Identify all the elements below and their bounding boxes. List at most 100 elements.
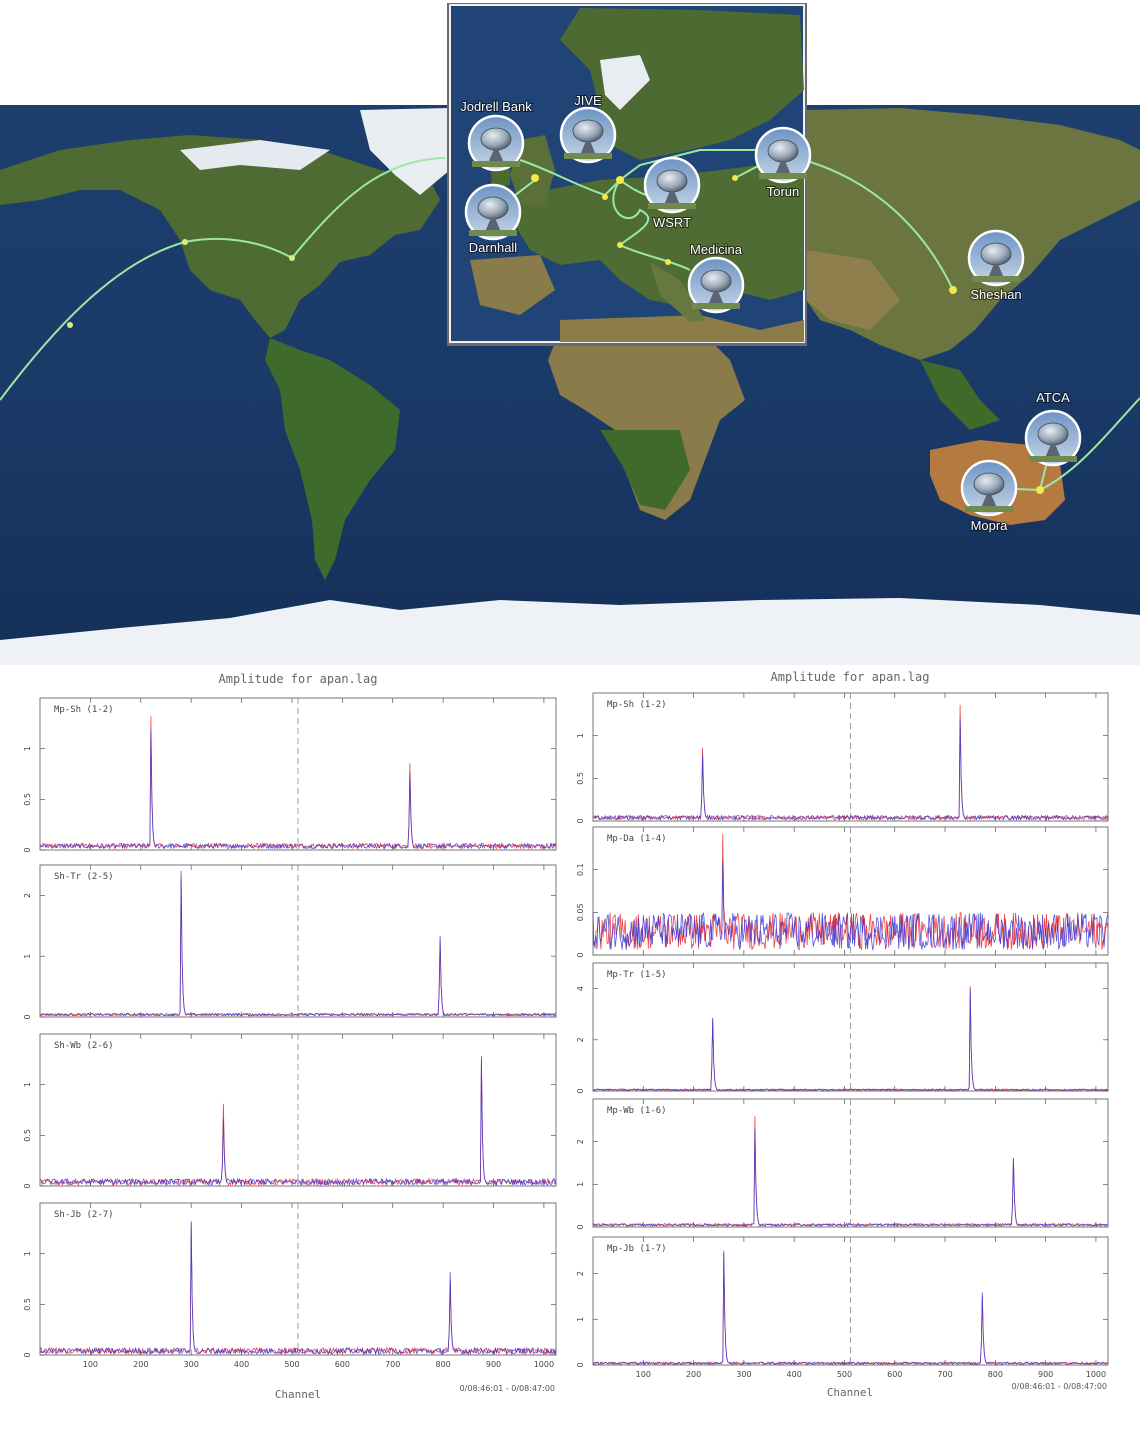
series-blue [592,988,1109,1092]
continent-north-america [0,135,440,338]
left-channel-label: Channel [275,1388,321,1401]
right-time-range: 0/08:46:01 - 0/08:47:00 [1012,1382,1107,1391]
y-tick-label: 1 [576,1317,585,1322]
station-markers: Jodrell Bank JIVE Darnhall WSRT Torun Medicin… [459,92,1082,534]
y-tick-label: 0 [576,1224,585,1229]
y-tick-label: 2 [576,1139,585,1144]
continent-greenland [360,108,450,195]
x-tick-label: 400 [234,1360,249,1369]
y-tick-label: 0.5 [576,772,585,785]
y-tick-label: 1 [23,1251,32,1256]
continent-south-america [265,338,400,580]
x-tick-label: 300 [736,1370,751,1379]
fringe-plots: Amplitude for apan.lag Amplitude for apa… [23,670,1109,1401]
baseline-label: Sh-Jb (2-7) [54,1210,114,1220]
right-panel-title: Amplitude for apan.lag [771,670,930,684]
x-tick-label: 800 [988,1370,1003,1379]
italy [650,262,705,322]
x-tick-label: 200 [133,1360,148,1369]
y-tick-label: 2 [576,1271,585,1276]
x-tick-label: 300 [184,1360,199,1369]
station-atca: ATCA [1024,389,1082,467]
plot-left-sh-tr-2-5: 0 1 2 Sh-Tr (2-5) [23,864,557,1020]
y-tick-label: 1 [23,1082,32,1087]
y-tick-label: 0.1 [576,863,585,876]
baseline-label: Mp-Jb (1-7) [607,1244,667,1254]
plot-right-mp-jb-1-7: 0 1 2 Mp-Jb (1-7) 100 200 300 400 500 600 700 800 90… [576,1236,1109,1379]
europe-inset [447,3,807,346]
x-tick-label: 100 [83,1360,98,1369]
y-tick-label: 0.5 [23,1129,32,1142]
station-wsrt: WSRT [643,156,701,231]
plot-right-mp-da-1-4: 0 0.05 0.1 Mp-Da (1-4) [576,826,1109,958]
y-tick-label: 0 [23,1014,32,1019]
x-tick-label: 100 [636,1370,651,1379]
series-blue [592,1250,1109,1366]
scandinavia-snow [600,55,650,110]
series-blue [39,1221,557,1356]
baseline-label: Mp-Sh (1-2) [54,705,114,715]
y-tick-label: 0 [576,1362,585,1367]
baseline-label: Mp-Sh (1-2) [607,700,667,710]
baseline-label: Sh-Tr (2-5) [54,872,114,882]
x-tick-label: 900 [486,1360,501,1369]
station-darnhall: Darnhall [464,183,522,256]
plot-right-mp-sh-1-2: 0 0.5 1 Mp-Sh (1-2) [576,692,1109,824]
station-mopra: Mopra [960,459,1018,534]
left-time-range: 0/08:46:01 - 0/08:47:00 [460,1384,555,1393]
y-tick-label: 0.5 [23,793,32,806]
station-torun: Torun [754,126,812,200]
baseline-label: Mp-Da (1-4) [607,834,667,844]
plot-right-mp-wb-1-6: 0 1 2 Mp-Wb (1-6) [576,1098,1109,1230]
y-tick-label: 0 [576,952,585,957]
continent-africa [548,320,745,520]
baseline-label: Mp-Wb (1-6) [607,1106,667,1116]
station-jive: JIVE [559,92,617,164]
central-africa [600,430,690,510]
y-tick-label: 2 [576,1037,585,1042]
x-tick-label: 1000 [534,1360,554,1369]
x-tick-label: 1000 [1086,1370,1106,1379]
station-jodrell-bank: Jodrell Bank [459,98,533,172]
station-label-torun: Torun [767,184,800,199]
y-tick-label: 0 [576,818,585,823]
iberia [470,255,555,315]
baseline-label: Mp-Tr (1-5) [607,970,667,980]
x-tick-label: 700 [385,1360,400,1369]
y-tick-label: 0 [23,1183,32,1188]
right-channel-label: Channel [827,1386,873,1399]
station-sheshan: Sheshan [967,229,1025,303]
x-tick-label: 600 [335,1360,350,1369]
station-label-wsrt: WSRT [653,215,691,230]
x-tick-label: 600 [887,1370,902,1379]
x-tick-label: 700 [937,1370,952,1379]
southeast-asia [920,360,1000,430]
station-label-jive: JIVE [574,93,602,108]
station-label-sheshan: Sheshan [970,287,1021,302]
y-tick-label: 1 [23,954,32,959]
series-blue [592,1128,1109,1228]
plot-left-sh-wb-2-6: 0 0.5 1 Sh-Wb (2-6) [23,1033,557,1189]
station-label-medicina: Medicina [690,242,743,257]
station-label-mopra: Mopra [971,518,1009,533]
scandinavia [560,8,804,160]
series-blue [592,861,1109,951]
y-tick-label: 1 [576,1182,585,1187]
arctic-islands [180,140,330,170]
plot-right-mp-tr-1-5: 0 2 4 Mp-Tr (1-5) [576,962,1109,1094]
baseline-label: Sh-Wb (2-6) [54,1041,114,1051]
continent-antarctica [0,598,1140,665]
series-blue [592,718,1109,822]
y-tick-label: 4 [576,986,585,991]
x-tick-label: 800 [435,1360,450,1369]
world-map: Jodrell Bank JIVE Darnhall WSRT Torun Medicin… [0,3,1140,665]
y-tick-label: 1 [576,733,585,738]
y-tick-label: 0.5 [23,1298,32,1311]
y-tick-label: 0 [23,847,32,852]
series-blue [39,730,557,850]
plot-left-sh-jb-2-7: 0 0.5 1 Sh-Jb (2-7) 100 200 300 400 500 600 700 800… [23,1202,557,1369]
y-tick-label: 0 [23,1352,32,1357]
x-tick-label: 200 [686,1370,701,1379]
north-africa [560,315,804,342]
series-blue [39,1056,557,1187]
